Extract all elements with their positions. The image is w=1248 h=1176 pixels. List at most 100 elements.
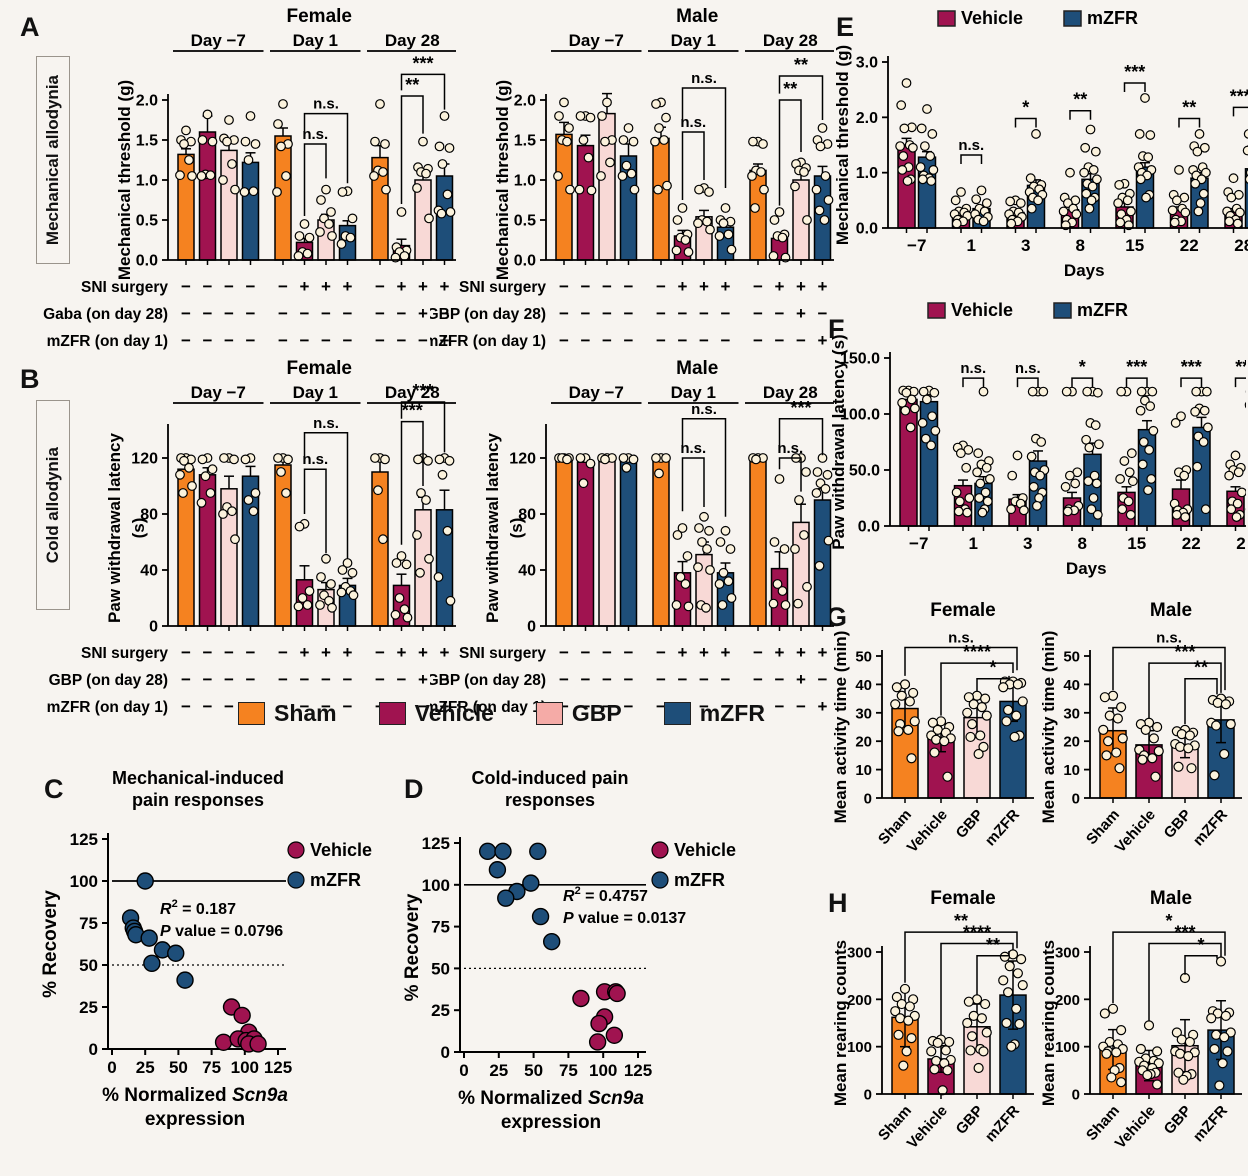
svg-text:+: + [418, 304, 428, 323]
significance-group: n.s. n.s. ** ** [680, 55, 824, 206]
svg-text:0: 0 [864, 1087, 872, 1104]
svg-text:***: *** [1174, 642, 1195, 662]
svg-text:15: 15 [1125, 236, 1144, 255]
svg-text:−: − [721, 331, 731, 350]
data-point [588, 1033, 607, 1051]
svg-text:1.0: 1.0 [136, 173, 158, 190]
svg-text:Mean activity time (min): Mean activity time (min) [1039, 631, 1058, 824]
svg-text:−: − [300, 697, 310, 716]
svg-text:−: − [656, 277, 666, 296]
svg-text:0: 0 [107, 1058, 116, 1077]
chart-title: Female [930, 888, 995, 909]
svg-text:***: *** [412, 381, 433, 401]
svg-text:+: + [796, 670, 806, 689]
svg-text:−: − [203, 331, 213, 350]
svg-text:+: + [775, 643, 785, 662]
svg-text:80: 80 [518, 507, 536, 524]
svg-text:−: − [246, 670, 256, 689]
bars-group [555, 92, 832, 261]
points-group [478, 842, 626, 1051]
svg-text:50: 50 [431, 959, 450, 978]
svg-text:22: 22 [1182, 534, 1201, 553]
svg-text:−: − [224, 670, 234, 689]
data-point [143, 954, 161, 973]
treatment-rows-group: SNI surgery − − − − − + + + − + + +GBP (on day 28) − −… [430, 277, 828, 350]
svg-text:−: − [224, 277, 234, 296]
svg-text:*: * [1022, 97, 1029, 117]
legend-item-vehicle: Vehicle [378, 700, 494, 727]
chart-title: Female [287, 6, 352, 27]
svg-text:**: ** [794, 55, 808, 75]
svg-text:100: 100 [231, 1058, 259, 1077]
treatment-rows-group: SNI surgery − − − − − + + + − + + +Gaba (on day 28) −… [43, 277, 449, 350]
svg-text:−: − [246, 277, 256, 296]
chart-title: Male [676, 6, 718, 27]
svg-text:responses: responses [505, 790, 595, 810]
panel-letter-a: A [20, 12, 40, 42]
svg-text:28: 28 [1236, 534, 1246, 553]
svg-text:Day 1: Day 1 [293, 383, 338, 402]
svg-text:−: − [246, 643, 256, 662]
data-point [214, 1033, 233, 1051]
group-legend: Sham Vehicle GBP mZFR [238, 700, 765, 727]
svg-text:75: 75 [559, 1061, 578, 1080]
svg-text:−: − [699, 697, 709, 716]
svg-text:n.s.: n.s. [680, 440, 706, 457]
svg-text:−: − [300, 670, 310, 689]
chart-b-female: 0 40 80 120 Paw withdrawal latency (s) Female D… [47, 358, 456, 716]
chart-title: Cold-induced pain [472, 768, 629, 788]
svg-text:Mean rearing counts: Mean rearing counts [1039, 940, 1058, 1106]
svg-text:0: 0 [441, 1043, 450, 1062]
data-point [140, 929, 158, 947]
svg-text:−: − [624, 277, 634, 296]
svg-text:−: − [796, 331, 806, 350]
svg-text:Paw withdrawal latency: Paw withdrawal latency [483, 433, 502, 623]
svg-text:1.0: 1.0 [514, 173, 536, 190]
panel-letter-c: C [44, 774, 64, 804]
svg-text:−: − [440, 670, 450, 689]
data-point [249, 1035, 267, 1053]
legend-label: Sham [274, 700, 337, 726]
svg-text:−: − [721, 697, 731, 716]
chart-title: Male [676, 358, 718, 379]
svg-text:−: − [656, 643, 666, 662]
svg-text:50.0: 50.0 [849, 463, 880, 480]
svg-text:n.s.: n.s. [1156, 629, 1182, 646]
legend-label: mZFR [699, 700, 765, 726]
svg-text:+: + [818, 277, 828, 296]
svg-text:−: − [753, 331, 763, 350]
svg-text:−: − [321, 331, 331, 350]
svg-text:SNI surgery: SNI surgery [81, 279, 168, 296]
svg-text:Mean activity time (min): Mean activity time (min) [831, 631, 850, 824]
points-group [553, 97, 834, 263]
svg-text:−: − [656, 304, 666, 323]
svg-text:+: + [699, 643, 709, 662]
svg-text:50: 50 [855, 649, 872, 666]
stats-r2: R2 = 0.4757 [563, 885, 648, 905]
data-point [572, 989, 590, 1008]
svg-text:1: 1 [969, 534, 978, 553]
svg-text:***: *** [1235, 357, 1246, 377]
bar [619, 460, 638, 627]
data-point [488, 861, 507, 879]
svg-text:**: ** [954, 911, 968, 931]
significance-group: n.s. n.s. ***** [302, 53, 446, 216]
svg-text:−: − [375, 277, 385, 296]
svg-text:+: + [397, 643, 407, 662]
legend-item-sham: Sham [238, 700, 337, 727]
svg-text:125: 125 [70, 830, 98, 849]
svg-text:100.0: 100.0 [840, 407, 880, 424]
bars-group [177, 458, 454, 627]
bar [652, 137, 670, 261]
svg-text:−: − [796, 697, 806, 716]
svg-text:−: − [559, 670, 569, 689]
svg-text:0: 0 [1072, 791, 1080, 808]
legend-item-gbp: GBP [535, 700, 622, 727]
svg-text:−: − [375, 304, 385, 323]
svg-text:+: + [699, 277, 709, 296]
